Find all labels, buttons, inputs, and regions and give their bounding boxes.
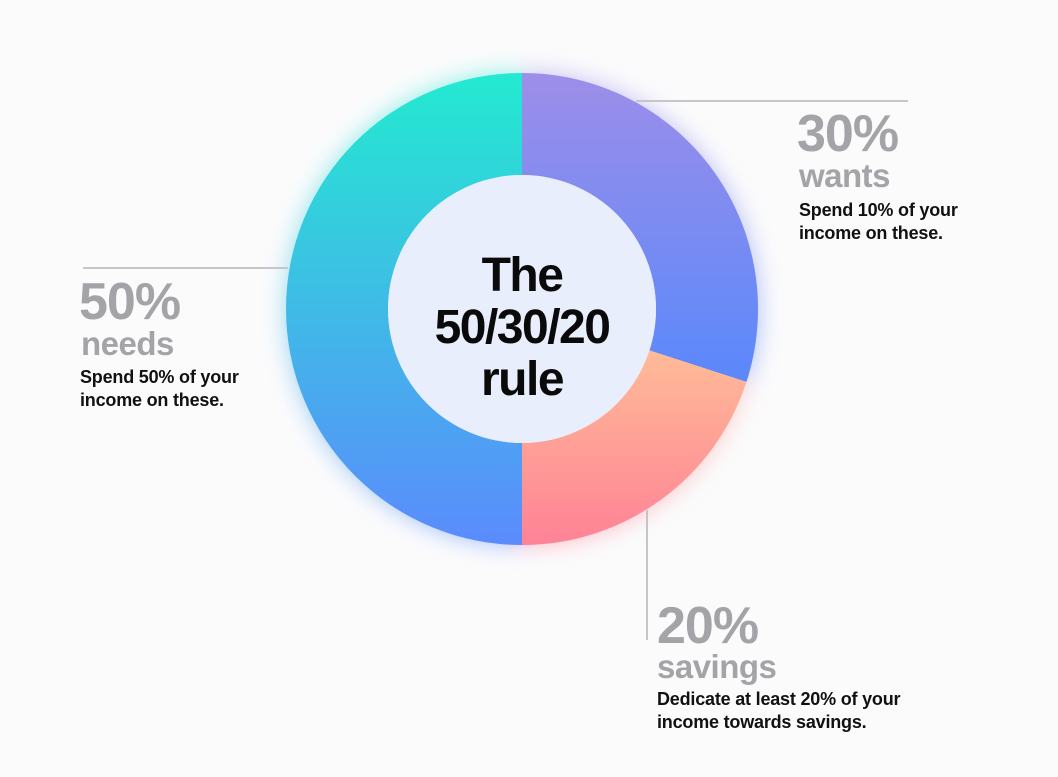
needs-description-line-2: income on these. [80, 390, 224, 410]
donut-slice-savings [522, 350, 747, 545]
chart-title-line-3: rule [480, 353, 565, 406]
chart-title: The 50/30/20 rule [388, 194, 656, 462]
needs-description: Spend 50% of your income on these. [80, 366, 239, 412]
savings-description: Dedicate at least 20% of your income tow… [657, 688, 900, 734]
savings-category-label: savings [657, 648, 777, 685]
needs-description-line-1: Spend 50% of your [80, 367, 239, 387]
donut-slice-wants [522, 73, 758, 382]
donut-slice-needs [286, 73, 522, 545]
wants-description-line-2: income on these. [799, 223, 943, 243]
wants-percent-label: 30% [797, 105, 899, 163]
needs-category-label: needs [81, 325, 174, 362]
wants-description: Spend 10% of your income on these. [799, 199, 958, 245]
savings-description-line-1: Dedicate at least 20% of your [657, 689, 901, 709]
donut-center [388, 175, 656, 443]
leader-lines [83, 100, 908, 640]
needs-percent-label: 50% [79, 273, 181, 331]
wants-description-line-1: Spend 10% of your [799, 200, 958, 220]
savings-percent-label: 20% [657, 597, 759, 655]
wants-category-label: wants [799, 157, 891, 194]
savings-description-line-2: income towards savings. [657, 712, 867, 732]
chart-title-line-1: The [481, 249, 564, 302]
chart-title-line-2: 50/30/20 [434, 301, 611, 354]
